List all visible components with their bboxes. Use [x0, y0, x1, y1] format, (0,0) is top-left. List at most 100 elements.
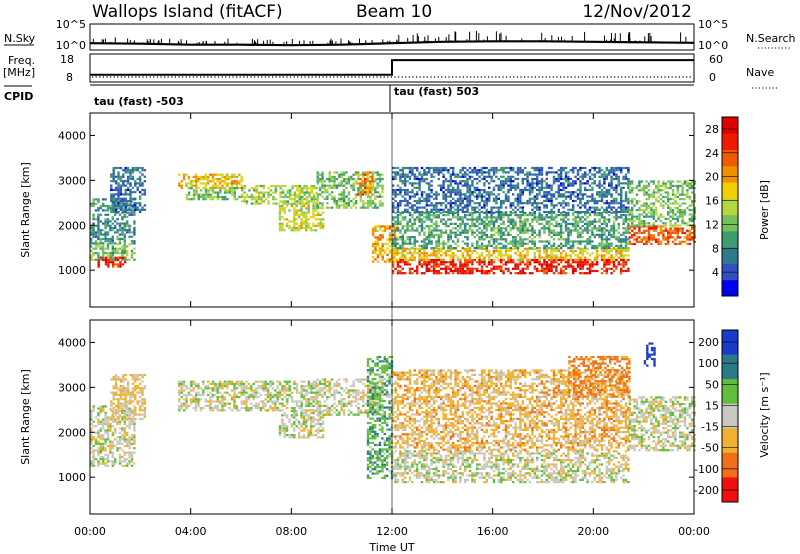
heatmap-cell — [255, 191, 258, 194]
heatmap-cell — [572, 261, 575, 264]
heatmap-cell — [428, 240, 431, 243]
heatmap-cell — [550, 252, 553, 255]
heatmap-cell — [315, 187, 318, 190]
heatmap-cell — [447, 238, 450, 241]
heatmap-cell — [116, 263, 120, 266]
heatmap-cell — [466, 258, 469, 261]
heatmap-cell — [516, 193, 520, 196]
heatmap-cell — [235, 184, 239, 187]
heatmap-cell — [640, 240, 643, 243]
heatmap-cell — [418, 210, 421, 214]
heatmap-cell — [459, 208, 462, 211]
heatmap-cell — [354, 202, 358, 205]
heatmap-cell — [117, 191, 120, 194]
heatmap-cell — [449, 177, 452, 181]
heatmap-cell — [435, 261, 438, 264]
heatmap-cell — [112, 263, 115, 266]
heatmap-cell — [399, 186, 402, 189]
heatmap-cell — [584, 229, 587, 232]
heatmap-cell — [676, 206, 679, 209]
heatmap-cell — [413, 173, 416, 176]
heatmap-cell — [683, 182, 687, 185]
heatmap-cell — [447, 244, 450, 247]
heatmap-cell — [531, 272, 534, 275]
heatmap-cell — [295, 202, 298, 205]
heatmap-cell — [284, 200, 287, 203]
heatmap-cell — [540, 240, 544, 243]
heatmap-cell — [413, 199, 416, 203]
heatmap-cell — [545, 195, 548, 198]
heatmap-cell — [662, 229, 665, 232]
heatmap-cell — [408, 214, 412, 217]
heatmap-cell — [478, 208, 481, 211]
heatmap-cell — [396, 214, 400, 217]
heatmap-cell — [593, 220, 596, 223]
heatmap-cell — [526, 180, 529, 183]
heatmap-cell — [603, 218, 606, 221]
heatmap-cell — [456, 267, 460, 270]
heatmap-cell — [562, 193, 565, 196]
heatmap-cell — [610, 247, 613, 250]
heatmap-cell — [500, 229, 503, 232]
heatmap-cell — [622, 177, 625, 181]
heatmap-cell — [293, 195, 297, 199]
heatmap-cell — [323, 191, 327, 194]
heatmap-cell — [679, 211, 682, 214]
heatmap-cell — [533, 182, 536, 185]
heatmap-cell — [376, 171, 379, 174]
heatmap-cell — [681, 231, 684, 235]
heatmap-cell — [99, 237, 102, 241]
heatmap-cell — [117, 202, 120, 205]
heatmap-cell — [288, 220, 291, 223]
heatmap-cell — [512, 202, 515, 205]
heatmap-cell — [442, 169, 445, 172]
heatmap-cell — [399, 204, 402, 207]
heatmap-cell — [478, 263, 481, 266]
heatmap-cell — [454, 204, 457, 207]
heatmap-cell — [289, 195, 292, 199]
heatmap-cell — [432, 236, 436, 239]
heatmap-cell — [557, 210, 560, 214]
heatmap-cell — [416, 202, 419, 205]
heatmap-cell — [610, 184, 613, 187]
heatmap-cell — [369, 200, 372, 203]
heatmap-cell — [504, 182, 508, 185]
heatmap-cell — [545, 227, 548, 230]
heatmap-cell — [305, 218, 308, 221]
heatmap-cell — [243, 184, 246, 188]
heatmap-cell — [519, 218, 522, 221]
heatmap-cell — [364, 178, 367, 181]
heatmap-cell — [447, 195, 450, 198]
heatmap-cell — [461, 197, 464, 200]
heatmap-cell — [581, 249, 584, 253]
heatmap-cell — [418, 263, 421, 266]
heatmap-cell — [99, 247, 102, 250]
heatmap-cell — [664, 238, 667, 241]
heatmap-cell — [338, 182, 341, 185]
heatmap-cell — [574, 199, 577, 203]
heatmap-cell — [526, 242, 529, 245]
heatmap-cell — [612, 202, 616, 205]
heatmap-cell — [97, 226, 100, 230]
heatmap-cell — [588, 222, 592, 225]
heatmap-cell — [600, 184, 604, 187]
heatmap-cell — [617, 247, 620, 250]
heatmap-cell — [500, 247, 503, 250]
heatmap-cell — [233, 191, 236, 194]
heatmap-cell — [471, 184, 474, 187]
heatmap-cell — [540, 182, 544, 185]
heatmap-cell — [459, 191, 462, 194]
heatmap-cell — [512, 186, 515, 189]
heatmap-cell — [471, 208, 474, 211]
heatmap-cell — [123, 242, 126, 245]
nsky-panel-frame — [89, 23, 695, 51]
heatmap-cell — [444, 269, 448, 273]
heatmap-cell — [444, 188, 448, 192]
heatmap-cell — [562, 256, 565, 259]
heatmap-cell — [647, 211, 651, 214]
heatmap-cell — [533, 177, 536, 181]
heatmap-cell — [500, 236, 503, 239]
heatmap-cell — [548, 265, 551, 268]
heatmap-cell — [416, 247, 419, 250]
heatmap-cell — [485, 225, 488, 228]
